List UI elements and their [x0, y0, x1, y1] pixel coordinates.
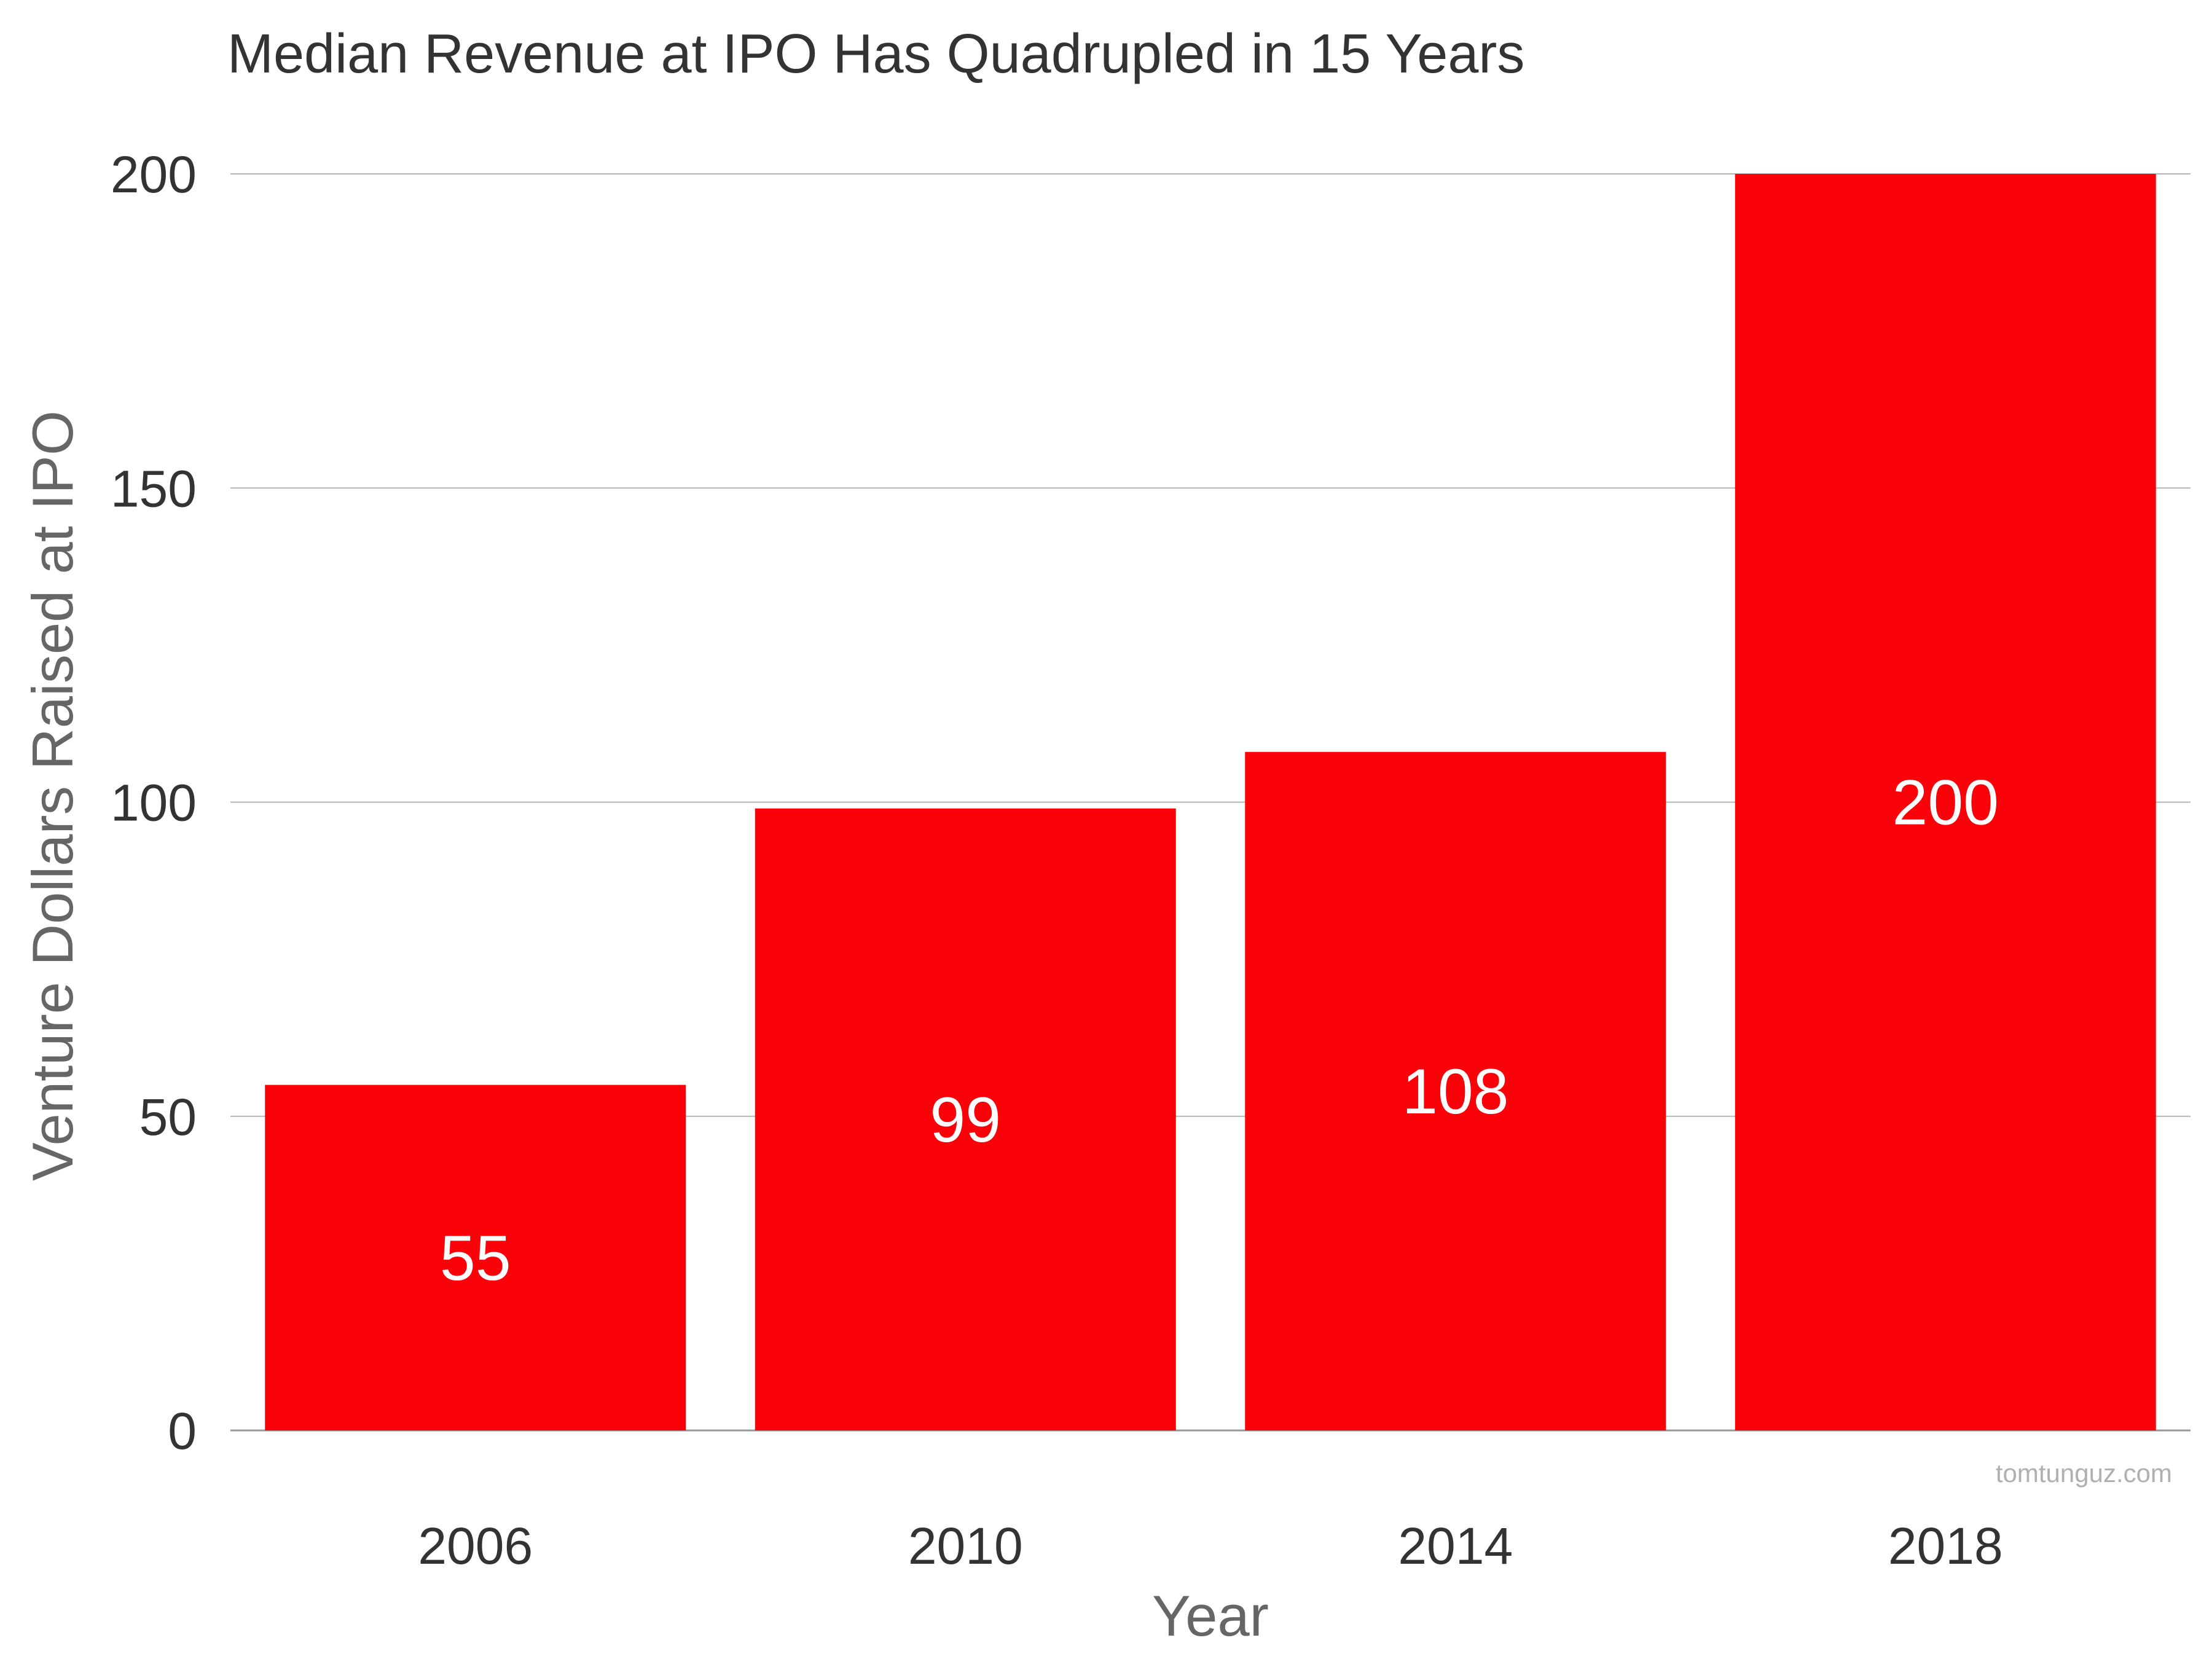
- bar-2014: [1245, 751, 1666, 1430]
- bar-value-label: 200: [1892, 767, 1999, 839]
- bars: 55 99 108 200: [265, 174, 2156, 1430]
- chart-title: Median Revenue at IPO Has Quadrupled in …: [227, 23, 1524, 85]
- x-axis-label: Year: [1152, 1583, 1269, 1648]
- x-tick-labels: 2006 2010 2014 2018: [418, 1517, 2002, 1575]
- x-tick-label: 2006: [418, 1517, 533, 1575]
- watermark: tomtunguz.com: [1996, 1459, 2172, 1488]
- y-tick-label: 0: [168, 1402, 197, 1460]
- bar-2010: [755, 808, 1176, 1430]
- x-tick-label: 2014: [1398, 1517, 1513, 1575]
- y-tick-label: 50: [139, 1088, 197, 1146]
- y-tick-label: 200: [111, 146, 197, 203]
- x-tick-label: 2010: [908, 1517, 1023, 1575]
- y-tick-label: 100: [111, 774, 197, 832]
- y-tick-label: 150: [111, 460, 197, 517]
- y-tick-labels: 0 50 100 150 200: [111, 146, 197, 1460]
- bar-value-label: 55: [440, 1223, 511, 1294]
- bar-value-label: 108: [1402, 1056, 1509, 1128]
- bar-2018: [1735, 174, 2156, 1430]
- bar-2006: [265, 1084, 686, 1430]
- bar-value-label: 99: [930, 1084, 1001, 1156]
- y-axis-label: Venture Dollars Raised at IPO: [20, 410, 85, 1181]
- x-tick-label: 2018: [1888, 1517, 2003, 1575]
